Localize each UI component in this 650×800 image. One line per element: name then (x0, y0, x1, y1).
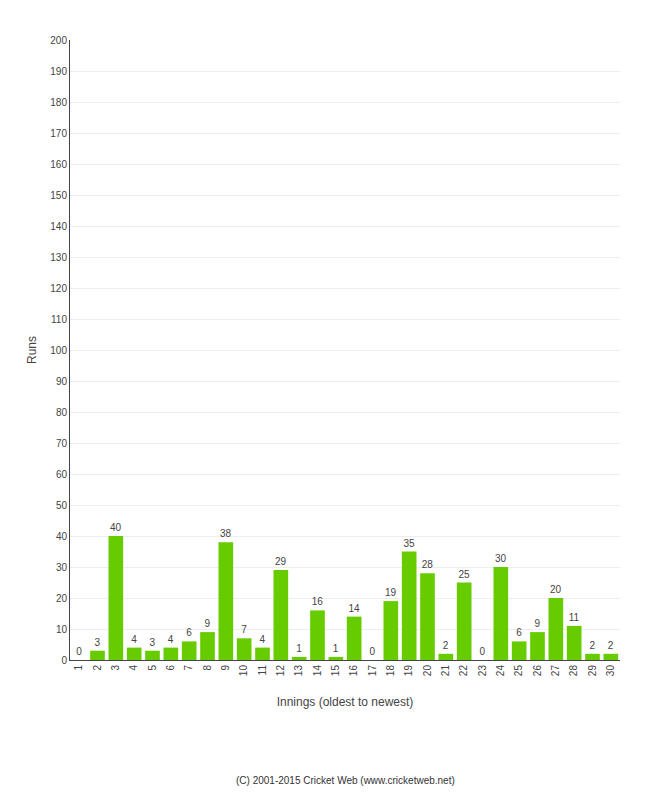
svg-text:18: 18 (385, 665, 396, 677)
svg-text:0: 0 (61, 655, 67, 666)
svg-text:11: 11 (257, 665, 268, 676)
svg-text:160: 160 (50, 159, 67, 170)
svg-text:23: 23 (477, 665, 488, 677)
svg-text:1: 1 (73, 665, 84, 671)
svg-text:9: 9 (220, 665, 231, 671)
svg-text:20: 20 (422, 665, 433, 677)
svg-text:2: 2 (590, 640, 596, 651)
svg-text:(C) 2001-2015 Cricket Web (www: (C) 2001-2015 Cricket Web (www.cricketwe… (236, 775, 455, 786)
svg-text:4: 4 (168, 634, 174, 645)
svg-text:10: 10 (238, 665, 249, 677)
svg-text:27: 27 (550, 665, 561, 677)
svg-text:1: 1 (296, 643, 302, 654)
svg-text:15: 15 (330, 665, 341, 677)
svg-text:80: 80 (56, 407, 68, 418)
svg-text:Innings (oldest to newest): Innings (oldest to newest) (277, 695, 414, 709)
svg-text:7: 7 (241, 624, 247, 635)
svg-text:38: 38 (220, 528, 232, 539)
svg-text:6: 6 (165, 665, 176, 671)
svg-text:7: 7 (183, 665, 194, 671)
svg-text:110: 110 (51, 314, 67, 325)
svg-text:16: 16 (312, 596, 324, 607)
svg-text:2: 2 (608, 640, 614, 651)
svg-text:60: 60 (56, 469, 68, 480)
svg-text:70: 70 (56, 438, 68, 449)
svg-text:11: 11 (569, 612, 580, 623)
svg-text:13: 13 (293, 665, 304, 677)
svg-text:30: 30 (495, 553, 507, 564)
svg-text:19: 19 (403, 665, 414, 677)
svg-text:140: 140 (50, 221, 67, 232)
svg-text:29: 29 (587, 665, 598, 677)
svg-text:5: 5 (147, 665, 158, 671)
svg-text:190: 190 (50, 66, 67, 77)
svg-text:8: 8 (202, 665, 213, 671)
svg-text:Runs: Runs (25, 336, 39, 364)
svg-text:20: 20 (56, 593, 68, 604)
svg-text:90: 90 (56, 376, 68, 387)
svg-text:1: 1 (333, 643, 339, 654)
svg-text:28: 28 (422, 559, 434, 570)
svg-text:4: 4 (260, 634, 266, 645)
svg-text:14: 14 (312, 665, 323, 677)
svg-text:0: 0 (480, 646, 486, 657)
svg-text:22: 22 (458, 665, 469, 677)
svg-text:10: 10 (56, 624, 68, 635)
svg-text:40: 40 (56, 531, 68, 542)
svg-text:26: 26 (532, 665, 543, 677)
svg-text:4: 4 (131, 634, 137, 645)
svg-text:6: 6 (186, 627, 192, 638)
svg-text:4: 4 (128, 665, 139, 671)
svg-text:200: 200 (50, 35, 67, 46)
svg-text:24: 24 (495, 665, 506, 677)
svg-text:6: 6 (516, 627, 522, 638)
svg-text:3: 3 (95, 637, 101, 648)
svg-text:100: 100 (50, 345, 67, 356)
svg-text:2: 2 (92, 665, 103, 671)
svg-text:35: 35 (403, 538, 415, 549)
svg-text:29: 29 (275, 556, 287, 567)
svg-text:25: 25 (458, 569, 470, 580)
svg-text:12: 12 (275, 665, 286, 677)
svg-text:9: 9 (205, 618, 211, 629)
svg-text:40: 40 (110, 522, 122, 533)
svg-text:14: 14 (348, 603, 360, 614)
svg-text:20: 20 (550, 584, 562, 595)
svg-text:19: 19 (385, 587, 397, 598)
svg-text:130: 130 (50, 252, 67, 263)
svg-text:30: 30 (56, 562, 68, 573)
svg-text:3: 3 (150, 637, 156, 648)
svg-text:150: 150 (50, 190, 67, 201)
svg-text:2: 2 (443, 640, 449, 651)
svg-text:3: 3 (110, 665, 121, 671)
svg-text:17: 17 (367, 665, 378, 677)
svg-text:0: 0 (370, 646, 376, 657)
svg-text:25: 25 (513, 665, 524, 677)
svg-text:180: 180 (50, 97, 67, 108)
svg-text:30: 30 (605, 665, 616, 677)
svg-text:0: 0 (76, 646, 82, 657)
svg-text:16: 16 (348, 665, 359, 677)
svg-text:21: 21 (440, 665, 451, 677)
svg-text:120: 120 (50, 283, 67, 294)
svg-text:28: 28 (568, 665, 579, 677)
svg-text:9: 9 (535, 618, 541, 629)
svg-text:170: 170 (50, 128, 67, 139)
svg-text:50: 50 (56, 500, 68, 511)
